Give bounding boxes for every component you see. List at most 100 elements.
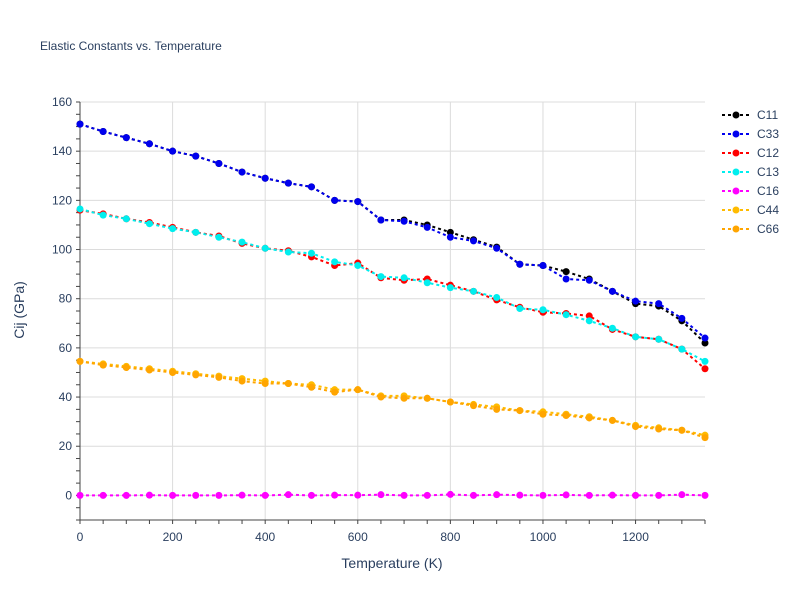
data-point-c16[interactable] xyxy=(261,491,269,499)
data-point-c16[interactable] xyxy=(284,491,292,499)
data-point-c33[interactable] xyxy=(701,334,709,342)
data-point-c66[interactable] xyxy=(516,407,524,415)
data-point-c66[interactable] xyxy=(169,368,177,376)
data-point-c33[interactable] xyxy=(284,179,292,187)
data-point-c66[interactable] xyxy=(261,380,269,388)
data-point-c33[interactable] xyxy=(145,140,153,148)
legend-item-c44[interactable]: C44 xyxy=(722,203,779,217)
data-point-c13[interactable] xyxy=(284,248,292,256)
data-point-c66[interactable] xyxy=(238,377,246,385)
data-point-c13[interactable] xyxy=(400,274,408,282)
data-point-c33[interactable] xyxy=(655,300,663,308)
legend-item-c16[interactable]: C16 xyxy=(722,184,779,198)
data-point-c16[interactable] xyxy=(354,491,362,499)
data-point-c33[interactable] xyxy=(539,262,547,270)
data-point-c13[interactable] xyxy=(632,333,640,341)
data-point-c13[interactable] xyxy=(215,233,223,241)
data-point-c16[interactable] xyxy=(400,491,408,499)
data-point-c33[interactable] xyxy=(215,159,223,167)
legend-item-c33[interactable]: C33 xyxy=(722,127,779,141)
data-point-c13[interactable] xyxy=(76,205,84,213)
data-point-c33[interactable] xyxy=(354,198,362,206)
data-point-c13[interactable] xyxy=(377,273,385,281)
legend-item-c66[interactable]: C66 xyxy=(722,222,779,236)
data-point-c16[interactable] xyxy=(169,491,177,499)
data-point-c66[interactable] xyxy=(585,414,593,422)
data-point-c66[interactable] xyxy=(655,425,663,433)
data-point-c33[interactable] xyxy=(400,217,408,225)
data-point-c13[interactable] xyxy=(261,244,269,252)
data-point-c11[interactable] xyxy=(446,228,454,236)
data-point-c33[interactable] xyxy=(562,275,570,283)
data-point-c66[interactable] xyxy=(632,423,640,431)
data-point-c33[interactable] xyxy=(261,174,269,182)
data-point-c11[interactable] xyxy=(562,268,570,276)
data-point-c33[interactable] xyxy=(516,260,524,268)
data-point-c66[interactable] xyxy=(307,383,315,391)
data-point-c16[interactable] xyxy=(377,491,385,499)
data-point-c33[interactable] xyxy=(122,134,130,142)
data-point-c33[interactable] xyxy=(99,128,107,136)
data-point-c13[interactable] xyxy=(701,357,709,365)
data-point-c13[interactable] xyxy=(585,317,593,325)
data-point-c13[interactable] xyxy=(608,324,616,332)
data-point-c66[interactable] xyxy=(99,361,107,369)
data-point-c13[interactable] xyxy=(446,284,454,292)
data-point-c16[interactable] xyxy=(215,491,223,499)
data-point-c13[interactable] xyxy=(354,262,362,270)
data-point-c13[interactable] xyxy=(493,293,501,301)
data-point-c66[interactable] xyxy=(215,373,223,381)
data-point-c66[interactable] xyxy=(608,416,616,424)
data-point-c33[interactable] xyxy=(608,287,616,295)
data-point-c12[interactable] xyxy=(701,365,709,373)
data-point-c16[interactable] xyxy=(632,491,640,499)
data-point-c66[interactable] xyxy=(470,402,478,410)
data-point-c66[interactable] xyxy=(423,394,431,402)
data-point-c13[interactable] xyxy=(122,215,130,223)
data-point-c13[interactable] xyxy=(562,311,570,319)
data-point-c33[interactable] xyxy=(470,237,478,245)
data-point-c16[interactable] xyxy=(678,491,686,499)
data-point-c16[interactable] xyxy=(493,491,501,499)
data-point-c33[interactable] xyxy=(632,297,640,305)
data-point-c33[interactable] xyxy=(331,196,339,204)
data-point-c66[interactable] xyxy=(331,388,339,396)
data-point-c16[interactable] xyxy=(608,491,616,499)
data-point-c13[interactable] xyxy=(192,228,200,236)
data-point-c16[interactable] xyxy=(585,491,593,499)
data-point-c16[interactable] xyxy=(76,491,84,499)
data-point-c13[interactable] xyxy=(470,287,478,295)
data-point-c66[interactable] xyxy=(192,371,200,379)
data-point-c13[interactable] xyxy=(539,306,547,314)
data-point-c66[interactable] xyxy=(400,394,408,402)
legend[interactable]: C11 C33 C12 C13 C16 C44 C66 xyxy=(722,108,779,236)
data-point-c16[interactable] xyxy=(655,491,663,499)
data-point-c13[interactable] xyxy=(169,225,177,233)
data-point-c16[interactable] xyxy=(423,491,431,499)
data-point-c16[interactable] xyxy=(122,491,130,499)
data-point-c16[interactable] xyxy=(470,491,478,499)
data-point-c33[interactable] xyxy=(169,147,177,155)
legend-item-c11[interactable]: C11 xyxy=(722,108,778,122)
data-point-c13[interactable] xyxy=(145,220,153,228)
data-point-c12[interactable] xyxy=(585,312,593,320)
data-point-c33[interactable] xyxy=(307,183,315,191)
data-point-c66[interactable] xyxy=(678,426,686,434)
data-point-c66[interactable] xyxy=(562,412,570,419)
data-point-c33[interactable] xyxy=(423,223,431,231)
data-point-c33[interactable] xyxy=(238,168,246,176)
data-point-c66[interactable] xyxy=(539,410,547,418)
data-point-c66[interactable] xyxy=(354,386,362,394)
data-point-c33[interactable] xyxy=(377,216,385,224)
data-point-c66[interactable] xyxy=(493,405,501,413)
data-point-c13[interactable] xyxy=(516,305,524,313)
data-point-c33[interactable] xyxy=(585,276,593,284)
data-point-c33[interactable] xyxy=(446,233,454,241)
data-point-c33[interactable] xyxy=(192,152,200,160)
data-point-c13[interactable] xyxy=(238,238,246,246)
data-point-c66[interactable] xyxy=(122,364,130,372)
data-point-c13[interactable] xyxy=(99,211,107,219)
legend-item-c12[interactable]: C12 xyxy=(722,146,779,160)
data-point-c16[interactable] xyxy=(331,491,339,499)
data-point-c13[interactable] xyxy=(307,249,315,257)
